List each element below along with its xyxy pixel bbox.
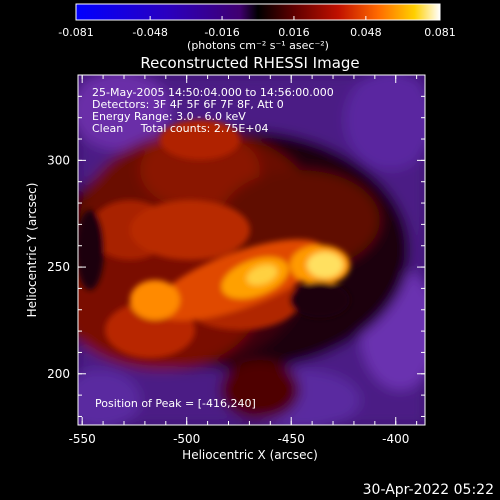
colorbar-tick-label: -0.016 (204, 26, 239, 39)
colorbar-tick-label: 0.016 (278, 26, 310, 39)
x-tick-label: -500 (173, 432, 200, 446)
colorbar: -0.081 -0.048 -0.016 0.016 0.048 0.081 (photo… (58, 3, 456, 52)
peak-position-label: Position of Peak = [-416,240] (95, 397, 256, 410)
info-line-1: 25-May-2005 14:50:04.000 to 14:56:00.000 (92, 86, 334, 99)
plot-title: Reconstructed RHESSI Image (140, 54, 359, 72)
y-axis-ticks: 200 250 300 (47, 74, 425, 417)
rhessi-image (78, 75, 425, 425)
info-line-4: Clean Total counts: 2.75E+04 (92, 122, 269, 135)
colorbar-tick-label: 0.048 (350, 26, 382, 39)
colorbar-tick-label: -0.081 (58, 26, 93, 39)
colorbar-units-label: (photons cm⁻² s⁻¹ asec⁻²) (187, 39, 329, 52)
x-tick-label: -400 (382, 432, 409, 446)
info-line-2: Detectors: 3F 4F 5F 6F 7F 8F, Att 0 (92, 98, 284, 111)
x-axis-label: Heliocentric X (arcsec) (182, 448, 318, 462)
colorbar-tick-label: -0.048 (132, 26, 167, 39)
x-tick-label: -550 (69, 432, 96, 446)
y-tick-label: 200 (47, 367, 70, 381)
colorbar-ticks: -0.081 -0.048 -0.016 0.016 0.048 0.081 (58, 16, 456, 39)
plot-frame (77, 74, 426, 426)
x-axis-ticks: -550 -500 -450 -400 (69, 75, 418, 446)
y-tick-label: 300 (47, 153, 70, 167)
y-axis-label: Heliocentric Y (arcsec) (25, 183, 39, 318)
x-tick-label: -450 (278, 432, 305, 446)
info-line-3: Energy Range: 3.0 - 6.0 keV (92, 110, 246, 123)
footer-timestamp: 30-Apr-2022 05:22 (363, 482, 494, 498)
y-tick-label: 250 (47, 260, 70, 274)
colorbar-gradient (75, 3, 441, 21)
info-text: 25-May-2005 14:50:04.000 to 14:56:00.000… (92, 86, 334, 135)
colorbar-tick-label: 0.081 (424, 26, 456, 39)
